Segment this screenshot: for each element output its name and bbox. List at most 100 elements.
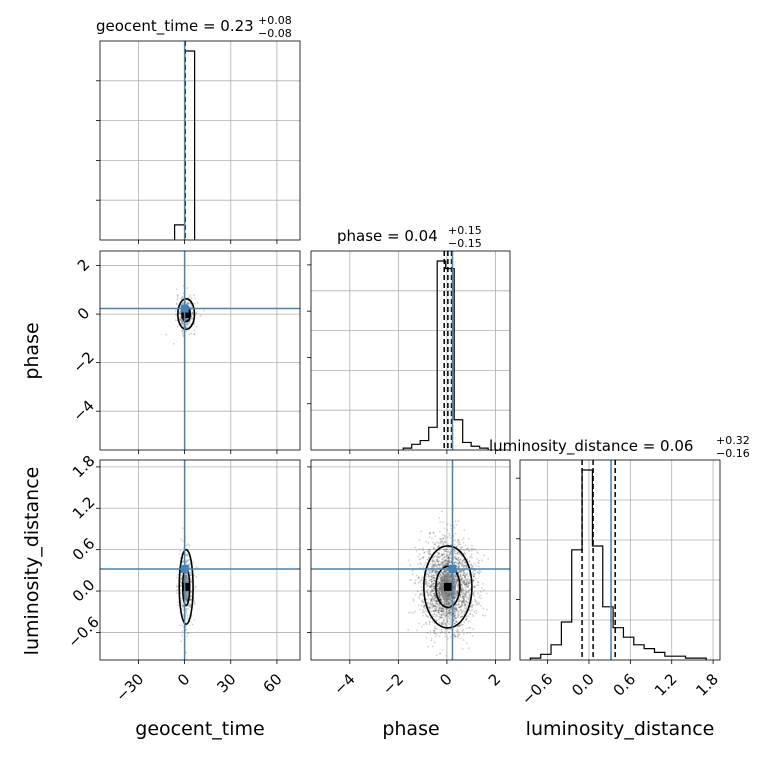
panel-phase-vs-geocent-point xyxy=(182,332,184,335)
panel-ld-vs-phase-point xyxy=(448,561,451,563)
panel-ld-vs-phase-point xyxy=(430,586,433,589)
panel-ld-vs-phase-point xyxy=(453,611,456,613)
panel-ld-vs-phase-point xyxy=(478,565,480,568)
panel-ld-vs-phase-point xyxy=(442,607,445,610)
panel-ld-vs-phase-point xyxy=(455,621,458,623)
panel-ld-vs-phase-point xyxy=(460,605,463,607)
panel-ld-vs-phase-point xyxy=(445,603,448,605)
panel-ld-vs-phase-point xyxy=(430,610,433,613)
panel-ld-vs-phase-point xyxy=(433,565,436,568)
panel-ld-vs-phase-point xyxy=(463,561,466,564)
panel-ld-vs-phase-point xyxy=(476,571,479,574)
panel-ld-vs-phase-point xyxy=(412,600,415,602)
panel-ld-vs-phase-point xyxy=(441,630,444,633)
panel-ld-vs-phase-point xyxy=(462,537,465,540)
panel-ld-vs-phase-point xyxy=(448,609,451,612)
panel-ld-vs-phase-point xyxy=(437,578,440,580)
panel-ld-vs-phase-point xyxy=(455,608,458,611)
panel-ld-vs-phase-point xyxy=(433,585,436,588)
panel-ld-vs-phase-point xyxy=(461,578,463,580)
panel-ld-vs-phase-point xyxy=(432,605,435,608)
panel-ld-vs-phase-point xyxy=(457,520,460,523)
panel-ld-vs-phase-point xyxy=(433,592,435,595)
panel-ld-vs-phase-point xyxy=(442,623,445,626)
panel-ld-vs-phase-point xyxy=(447,561,450,563)
panel-ld-vs-phase-point xyxy=(461,601,464,603)
panel-ld-vs-phase-point xyxy=(440,576,443,579)
panel-ld-vs-phase-point xyxy=(446,619,449,622)
panel-ld-vs-phase-point xyxy=(467,547,470,549)
panel-ld-vs-geocent-point xyxy=(180,574,183,576)
panel-ld-vs-phase-point xyxy=(463,621,466,624)
panel-ld-vs-phase-point xyxy=(425,540,428,543)
panel-ld-vs-phase-point xyxy=(445,608,448,611)
panel-ld-vs-geocent-point xyxy=(185,554,188,557)
panel-ld-vs-phase-point xyxy=(431,561,434,564)
panel-ld-vs-phase-point xyxy=(468,560,471,563)
panel-ld-vs-phase-point xyxy=(424,561,427,564)
panel-ld-vs-phase-point xyxy=(441,575,443,577)
panel-ld-vs-phase-point xyxy=(448,603,450,606)
panel-ld-vs-phase-point xyxy=(454,610,456,612)
panel-ld-vs-phase-point xyxy=(415,574,418,577)
panel-ld-vs-phase-point xyxy=(439,616,442,618)
panel-ld-vs-phase-point xyxy=(427,542,430,544)
panel-ld-vs-phase-point xyxy=(449,604,452,607)
panel-ld-vs-phase-point xyxy=(453,562,456,564)
panel-ld-vs-phase-point xyxy=(471,635,474,637)
panel-ld-vs-phase-point xyxy=(462,599,465,602)
panel-ld-vs-phase-point xyxy=(448,559,450,561)
panel-ld-vs-phase-point xyxy=(435,602,437,604)
panel-ld-vs-phase-point xyxy=(434,570,437,572)
panel-ld-vs-phase-point xyxy=(429,585,432,588)
panel-ld-vs-phase-point xyxy=(464,583,466,586)
panel-ld-vs-phase-point xyxy=(448,602,451,604)
panel-ld-vs-phase-point xyxy=(441,562,444,565)
panel-ld-vs-phase-point xyxy=(431,606,434,608)
panel-ld-vs-phase-point xyxy=(460,604,462,607)
panel-ld-vs-phase-point xyxy=(427,582,430,585)
panel-ld-vs-phase-point xyxy=(447,563,449,566)
title-geocent-time-sup: +0.08 xyxy=(258,14,292,27)
panel-ld-vs-phase-point xyxy=(423,551,426,553)
panel-ld-vs-phase-point xyxy=(447,555,449,557)
panel-ld-vs-phase-point xyxy=(467,549,470,552)
panel-ld-vs-phase-point xyxy=(447,543,449,546)
panel-ld-vs-phase-point xyxy=(422,549,424,552)
panel-ld-vs-phase-point xyxy=(430,590,433,592)
panel-ld-vs-phase-point xyxy=(435,569,438,572)
panel-ld-vs-phase-point xyxy=(466,583,469,586)
panel-ld-vs-phase-point xyxy=(469,593,471,596)
xtick-label-phase: −4 xyxy=(330,670,358,698)
panel-ld-vs-phase-point xyxy=(476,558,479,560)
panel-ld-vs-phase-point xyxy=(441,565,444,567)
panel-ld-vs-phase-point xyxy=(427,593,430,596)
panel-ld-vs-geocent-point xyxy=(178,553,181,555)
panel-ld-vs-phase-point xyxy=(424,579,427,581)
panel-ld-vs-phase-point xyxy=(433,563,436,566)
panel-ld-vs-phase-point xyxy=(458,565,461,568)
panel-ld-vs-phase-point xyxy=(436,602,439,605)
panel-ld-vs-phase-point xyxy=(436,609,439,612)
panel-ld-vs-phase-point xyxy=(445,611,448,613)
panel-ld-vs-phase-contour xyxy=(423,545,473,629)
panel-ld-vs-phase-point xyxy=(432,563,434,566)
panel-ld-vs-phase-point xyxy=(463,611,466,613)
panel-ld-vs-phase-point xyxy=(430,594,432,597)
panel-ld-vs-phase-point xyxy=(438,596,440,599)
panel-ld-vs-phase-point xyxy=(411,573,414,576)
panel-phase-vs-geocent-point xyxy=(181,330,184,333)
panel-ld-vs-phase-point xyxy=(447,563,450,566)
panel-ld-vs-phase-point xyxy=(436,633,438,635)
panel-ld-vs-phase-point xyxy=(426,570,429,573)
panel-ld-vs-phase-point xyxy=(449,551,452,554)
panel-ld-vs-phase-point xyxy=(427,616,429,618)
panel-ld-vs-phase-point xyxy=(436,570,439,573)
panel-ld-vs-phase-point xyxy=(466,592,469,594)
panel-ld-vs-phase-point xyxy=(442,563,445,566)
title-phase: phase = 0.04 xyxy=(337,227,438,245)
panel-ld-vs-phase-point xyxy=(434,594,436,596)
panel-ld-vs-phase-point xyxy=(442,573,444,576)
panel-ld-vs-phase-point xyxy=(471,606,473,609)
